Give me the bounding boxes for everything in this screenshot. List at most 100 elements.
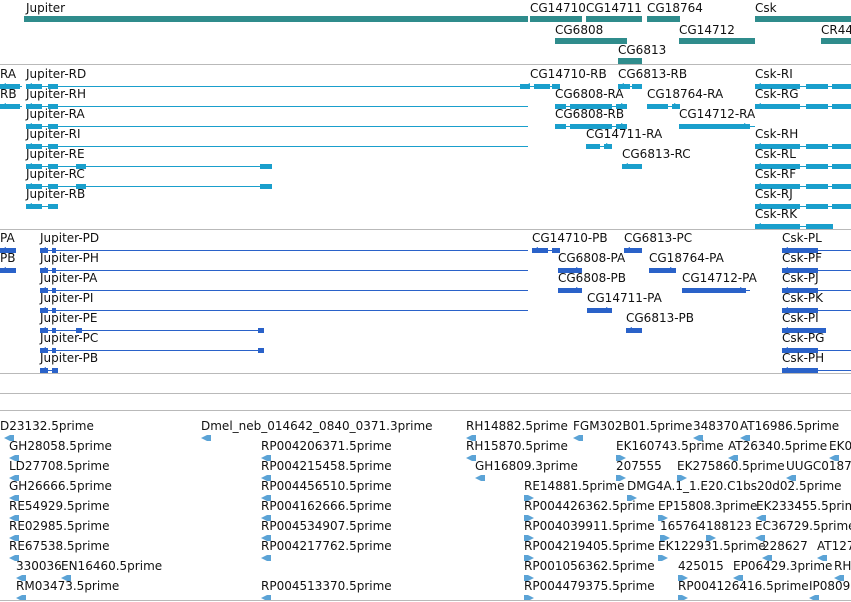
exon-block [832,164,851,169]
exon-block [755,144,800,149]
exon-block [267,515,271,521]
exon-block [660,535,664,541]
exon-block [755,16,851,22]
exon-block [782,248,818,253]
strand-arrow-icon [16,595,22,601]
strand-arrow-icon [9,515,15,521]
exon-block [524,575,528,581]
strand-arrow-icon [693,435,699,441]
strand-arrow-icon [26,203,32,209]
strand-arrow-icon [782,327,788,333]
jupiter-ri-label: Jupiter-RI [26,127,81,141]
est-rp004162666-5prime-label: RP004162666.5prime [261,499,392,513]
strand-arrow-icon [782,367,788,373]
strand-arrow-icon [618,83,624,89]
est-rh-label: RH [834,559,851,573]
cg14710-rb-label: CG14710-RB [530,67,607,81]
intron-line [26,166,272,167]
exon-block [840,575,844,581]
exon-block [587,308,612,313]
strand-arrow-icon [40,247,46,253]
strand-arrow-icon [762,555,768,561]
strand-arrow-icon [466,455,472,461]
strand-arrow-icon [61,575,67,581]
strand-arrow-icon [26,123,32,129]
strand-arrow-icon [749,38,755,44]
exon-block [0,248,16,253]
est-348370-label: 348370 [693,419,739,433]
exon-block [15,495,19,501]
gene-cg18764-label: CG18764 [647,1,703,15]
exon-block [26,184,42,189]
est-ek275860-5prime-label: EK275860.5prime [677,459,785,473]
exon-block [821,38,851,44]
est-re14881-5prime-label: RE14881.5prime [524,479,625,493]
gene-cg14712-label: CG14712 [679,23,735,37]
exon-block [616,475,620,481]
exon-block [782,328,826,333]
gene-jupiter-label: Jupiter [26,1,66,15]
strand-arrow-icon [9,495,15,501]
csk-pi-label: Csk-PI [782,311,819,325]
exon-block [258,328,264,333]
exon-block [267,555,271,561]
strand-arrow-icon [261,515,267,521]
cg18764-pa-label: CG18764-PA [649,251,724,265]
protein-track: PA PB Jupiter-PD Jupiter-PH Jupiter-PA Jupite… [0,231,851,373]
exon-block [24,16,528,22]
strand-arrow-icon [622,163,628,169]
intron-line [40,270,528,271]
est-rp004534907-5prime-label: RP004534907.5prime [261,519,392,533]
strand-arrow-icon [740,287,746,293]
gene-track: Jupiter CG14710 CG14711 CG18764 Csk CG6808 CG1… [0,0,851,64]
intron-line [26,126,528,127]
est-ec36729-5prime-label: EC36729.5prime [755,519,851,533]
est-at127-label: AT127 [817,539,851,553]
exon-block [815,595,819,601]
est-425015-label: 425015 [678,559,724,573]
exon-block [52,328,56,333]
est-165764-label: 165764 [660,519,706,533]
intron-line [40,330,264,331]
strand-arrow-icon [755,103,761,109]
strand-arrow-icon [261,595,267,601]
exon-block [755,224,800,229]
track-separator [0,410,851,411]
intron-line [40,350,264,351]
strand-arrow-icon [26,183,32,189]
exon-block [782,348,818,353]
est-re02985-5prime-label: RE02985.5prime [9,519,110,533]
strand-arrow-icon [576,287,582,293]
cg6808-pb-label: CG6808-PB [558,271,627,285]
strand-arrow-icon [755,163,761,169]
exon-block [624,248,642,253]
strand-arrow-icon [606,307,612,313]
strand-arrow-icon [524,83,530,89]
exon-block [806,204,828,209]
pa-label: PA [0,231,15,245]
est-330036-label: 330036 [16,559,62,573]
exon-block [558,288,582,293]
strand-arrow-icon [624,247,630,253]
strand-arrow-icon [817,555,823,561]
strand-arrow-icon [682,595,688,601]
strand-arrow-icon [40,287,46,293]
exon-block [48,144,58,149]
gene-cg14710-label: CG14710 [530,1,586,15]
exon-block [481,475,485,481]
est-d23132-5prime-label: D23132.5prime [0,419,94,433]
strand-arrow-icon [9,455,15,461]
exon-block [76,164,86,169]
strand-arrow-icon [40,307,46,313]
exon-block [67,575,71,581]
exon-block [762,515,766,521]
est-gh16809-3prime-label: GH16809.3prime [475,459,578,473]
strand-arrow-icon [740,435,746,441]
strand-arrow-icon [466,435,472,441]
strand-arrow-icon [664,535,670,541]
strand-arrow-icon [261,455,267,461]
strand-arrow-icon [755,83,761,89]
exon-block [755,104,800,109]
cg18764-ra-label: CG18764-RA [647,87,724,101]
